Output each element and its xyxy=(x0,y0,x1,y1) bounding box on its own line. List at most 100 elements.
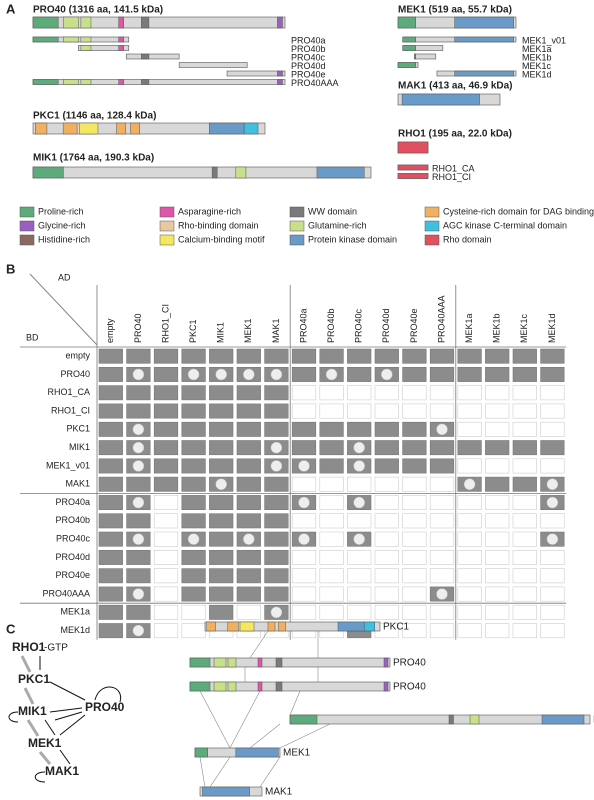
cell xyxy=(402,586,427,602)
panel-label: A xyxy=(6,1,16,16)
column-label: MAK1 xyxy=(271,318,281,343)
domain xyxy=(118,16,124,29)
cell xyxy=(153,495,179,510)
cell xyxy=(485,476,510,492)
domain xyxy=(454,36,514,43)
network-node: RHO1 xyxy=(12,640,46,654)
cell xyxy=(209,440,234,456)
legend-label: Proline-rich xyxy=(38,206,84,216)
interaction xyxy=(23,687,35,705)
protein-bar xyxy=(204,621,381,632)
domain xyxy=(213,681,227,692)
cell xyxy=(402,476,427,492)
legend-swatch xyxy=(19,206,35,218)
domain xyxy=(227,621,239,632)
row-label: PRO40a xyxy=(55,497,90,507)
legend-label: AGC kinase C-terminal domain xyxy=(443,220,567,230)
cell xyxy=(181,623,206,639)
colony xyxy=(132,460,145,472)
cell xyxy=(485,403,510,419)
cell xyxy=(209,385,234,401)
colony xyxy=(215,478,227,490)
cell xyxy=(429,623,455,639)
corner-label: BD xyxy=(26,332,39,342)
legend-swatch xyxy=(19,220,35,232)
domain xyxy=(402,36,416,43)
cell xyxy=(291,440,317,456)
domain xyxy=(277,16,283,29)
cell xyxy=(181,495,206,510)
column-label: PRO40e xyxy=(409,308,419,343)
cell xyxy=(457,586,482,602)
cell xyxy=(512,476,537,492)
cell xyxy=(485,458,510,474)
cell xyxy=(319,403,344,419)
cell xyxy=(347,476,372,492)
cell xyxy=(485,623,510,639)
column-label: MEK1d xyxy=(547,313,557,343)
legend-label: Asparagine-rich xyxy=(178,206,241,216)
cell xyxy=(457,348,482,364)
cell xyxy=(457,623,482,639)
domain xyxy=(383,657,389,668)
cell xyxy=(429,604,455,620)
domain xyxy=(62,122,78,135)
cell xyxy=(485,531,510,547)
cell xyxy=(264,549,289,565)
cell xyxy=(98,623,123,639)
protein-title: PKC1 (1146 aa, 128.4 kDa) xyxy=(33,111,156,122)
cell xyxy=(540,421,565,437)
cell xyxy=(457,366,482,382)
cell xyxy=(319,458,344,474)
cell xyxy=(153,403,179,419)
cell xyxy=(374,549,399,565)
row-label: PRO40c xyxy=(56,534,91,544)
panel-label: C xyxy=(6,621,16,636)
cell xyxy=(264,586,289,602)
diagram-label: PRO40 xyxy=(393,658,426,669)
domain xyxy=(80,16,92,29)
cell xyxy=(402,366,427,382)
cell xyxy=(347,366,372,382)
protein-title: MEK1 (519 aa, 55.7 kDa) xyxy=(398,5,512,16)
row-label: PRO40e xyxy=(55,570,90,580)
cell xyxy=(153,531,179,547)
cell xyxy=(512,586,537,602)
domain xyxy=(402,45,416,51)
variant-label: PRO40b xyxy=(291,44,326,54)
network-node: MEK1 xyxy=(28,736,62,750)
column-label: PRO40AAA xyxy=(436,295,446,343)
domain xyxy=(397,16,416,29)
cell xyxy=(374,440,399,456)
cell xyxy=(264,476,289,492)
cell xyxy=(512,513,537,529)
domain xyxy=(277,79,283,85)
row-label: MIK1 xyxy=(69,442,90,452)
column-label: PRO40d xyxy=(381,308,391,343)
cell xyxy=(540,440,565,456)
cell xyxy=(457,549,482,565)
colony xyxy=(270,368,283,381)
colony xyxy=(243,368,255,381)
variant-label: RHO1_CA xyxy=(432,163,475,173)
cell xyxy=(402,495,427,510)
legend-label: Rho-binding domain xyxy=(178,220,259,230)
cell xyxy=(512,568,537,584)
legend-swatch xyxy=(159,206,175,218)
domain xyxy=(32,166,64,179)
column-label: MEK1a xyxy=(464,313,474,343)
corner-label: AD xyxy=(58,272,71,282)
interaction-link xyxy=(209,756,231,788)
cell xyxy=(402,458,427,474)
cell xyxy=(209,403,234,419)
cell xyxy=(153,623,179,639)
cell xyxy=(153,458,179,474)
cell xyxy=(512,403,537,419)
cell xyxy=(181,568,206,584)
row-label: PRO40 xyxy=(60,369,90,379)
legend-label: Cysteine-rich domain for DAG binding xyxy=(443,206,594,216)
interaction xyxy=(49,707,83,713)
colony xyxy=(132,496,145,509)
legend-label: Glutamine-rich xyxy=(308,220,367,230)
cell xyxy=(126,604,151,620)
